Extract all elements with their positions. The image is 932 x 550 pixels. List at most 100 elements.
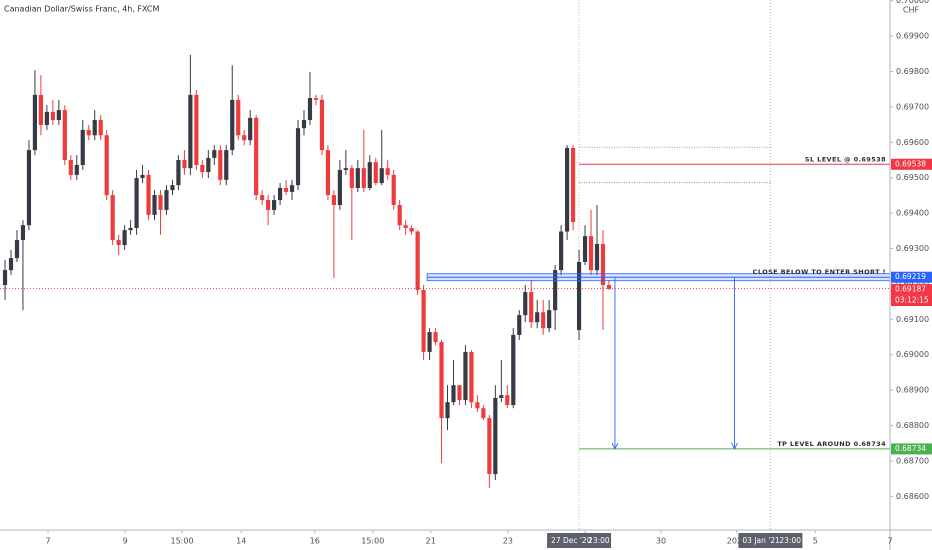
candle-body xyxy=(427,332,432,352)
candle-body xyxy=(122,230,127,245)
candle-body xyxy=(439,342,444,419)
candle-body xyxy=(140,174,145,179)
candle-body xyxy=(44,111,49,125)
y-tick-label: 0.69300 xyxy=(896,244,929,253)
candle-body xyxy=(110,195,115,241)
candle-body xyxy=(487,418,492,475)
y-tick-label: 0.69400 xyxy=(896,209,929,218)
candle-body xyxy=(92,120,97,136)
candle-body xyxy=(283,187,289,192)
candle-body xyxy=(379,168,384,184)
candle-body xyxy=(260,195,265,201)
x-tick-label: 5 xyxy=(813,537,818,546)
candle-body xyxy=(343,168,348,170)
candle-body xyxy=(86,129,91,136)
candle-body xyxy=(74,164,79,175)
y-tick-label: 0.69900 xyxy=(896,32,929,41)
candle-body xyxy=(457,385,462,401)
y-tick-label: 0.69100 xyxy=(896,315,929,324)
x-tick-label: 23 xyxy=(503,537,513,546)
candle-body xyxy=(289,185,295,192)
arrow xyxy=(611,277,619,450)
candle-body xyxy=(391,174,396,205)
level-text: SL LEVEL @ 0.69538 xyxy=(805,155,886,163)
level-price-box xyxy=(891,443,932,455)
y-tick-label: 0.69600 xyxy=(896,138,929,147)
candle-body xyxy=(224,150,229,180)
candle-body xyxy=(415,231,420,290)
candle-body xyxy=(188,94,193,169)
candle-body xyxy=(14,240,20,259)
level-price-label: 0.68734 xyxy=(895,444,926,453)
candle-body xyxy=(588,236,594,271)
candle-body xyxy=(200,164,205,173)
candle-body xyxy=(98,120,103,136)
candle-body xyxy=(62,110,67,161)
candle-body xyxy=(254,117,259,196)
candle-body xyxy=(176,160,181,186)
candle-body xyxy=(433,332,438,343)
candle-body xyxy=(26,150,32,226)
x-tick-label: 14 xyxy=(236,537,246,546)
candle-body xyxy=(576,261,582,330)
y-tick-label: 0.69500 xyxy=(896,173,929,182)
y-tick-label: 0.68700 xyxy=(896,456,929,465)
candle-body xyxy=(50,111,55,121)
y-tick-label: 0.68600 xyxy=(896,492,929,501)
candle-body xyxy=(8,258,14,271)
candle-body xyxy=(212,150,217,158)
candle-body xyxy=(325,150,331,196)
candle-body xyxy=(170,185,175,191)
candle-body xyxy=(272,200,277,210)
candle-body xyxy=(104,135,109,196)
candle-body xyxy=(385,168,390,175)
candle-body xyxy=(194,94,199,165)
candle-body xyxy=(38,94,43,125)
candle-body xyxy=(158,195,163,210)
candle-body xyxy=(307,98,313,121)
level-price-label: 0.69219 xyxy=(895,272,926,281)
candle-body xyxy=(403,225,408,229)
candle-body xyxy=(529,292,534,323)
x-tick-label: 9 xyxy=(123,537,128,546)
y-tick-label: 0.69700 xyxy=(896,102,929,111)
x-tick-label: 2021 xyxy=(727,537,747,546)
candle-body xyxy=(570,147,576,222)
candle-body xyxy=(337,169,342,205)
level-text: CLOSE BELOW TO ENTER SHORT ! xyxy=(753,268,886,276)
candle-body xyxy=(397,204,402,226)
time-marker-time: 23:00 xyxy=(588,536,610,545)
candle-body xyxy=(355,168,360,188)
candle-body xyxy=(421,289,426,352)
y-tick-label: 0.69800 xyxy=(896,67,929,76)
candle-body xyxy=(152,195,157,215)
y-tick-label: 0.68800 xyxy=(896,421,929,430)
candle-body xyxy=(606,285,612,289)
time-marker-box xyxy=(738,533,803,548)
candle-body xyxy=(475,402,480,409)
time-marker-date: 03 Jan '21 xyxy=(742,536,780,545)
candle-body xyxy=(182,160,187,169)
x-tick-label: 15:00 xyxy=(170,537,193,546)
candle-body xyxy=(445,402,450,419)
candle-body xyxy=(116,240,121,245)
candle-body xyxy=(56,110,61,121)
candle-body xyxy=(463,351,468,401)
candle-body xyxy=(361,168,366,188)
candle-body xyxy=(319,99,325,151)
candle-body xyxy=(547,310,552,329)
y-tick-label: 0.69200 xyxy=(896,279,929,288)
candle-body xyxy=(128,228,133,231)
level-text: TP LEVEL AROUND 0.68734 xyxy=(777,440,886,448)
last-price-box xyxy=(891,284,932,296)
candle-body xyxy=(541,312,546,329)
y-tick-label: 0.68900 xyxy=(896,386,929,395)
candle-body xyxy=(68,160,73,175)
candle-body xyxy=(20,225,26,241)
y-tick-label: 0.70000 xyxy=(896,0,929,5)
level-price-box xyxy=(891,271,932,283)
candle-body xyxy=(559,231,564,271)
x-tick-label: 16 xyxy=(310,537,320,546)
